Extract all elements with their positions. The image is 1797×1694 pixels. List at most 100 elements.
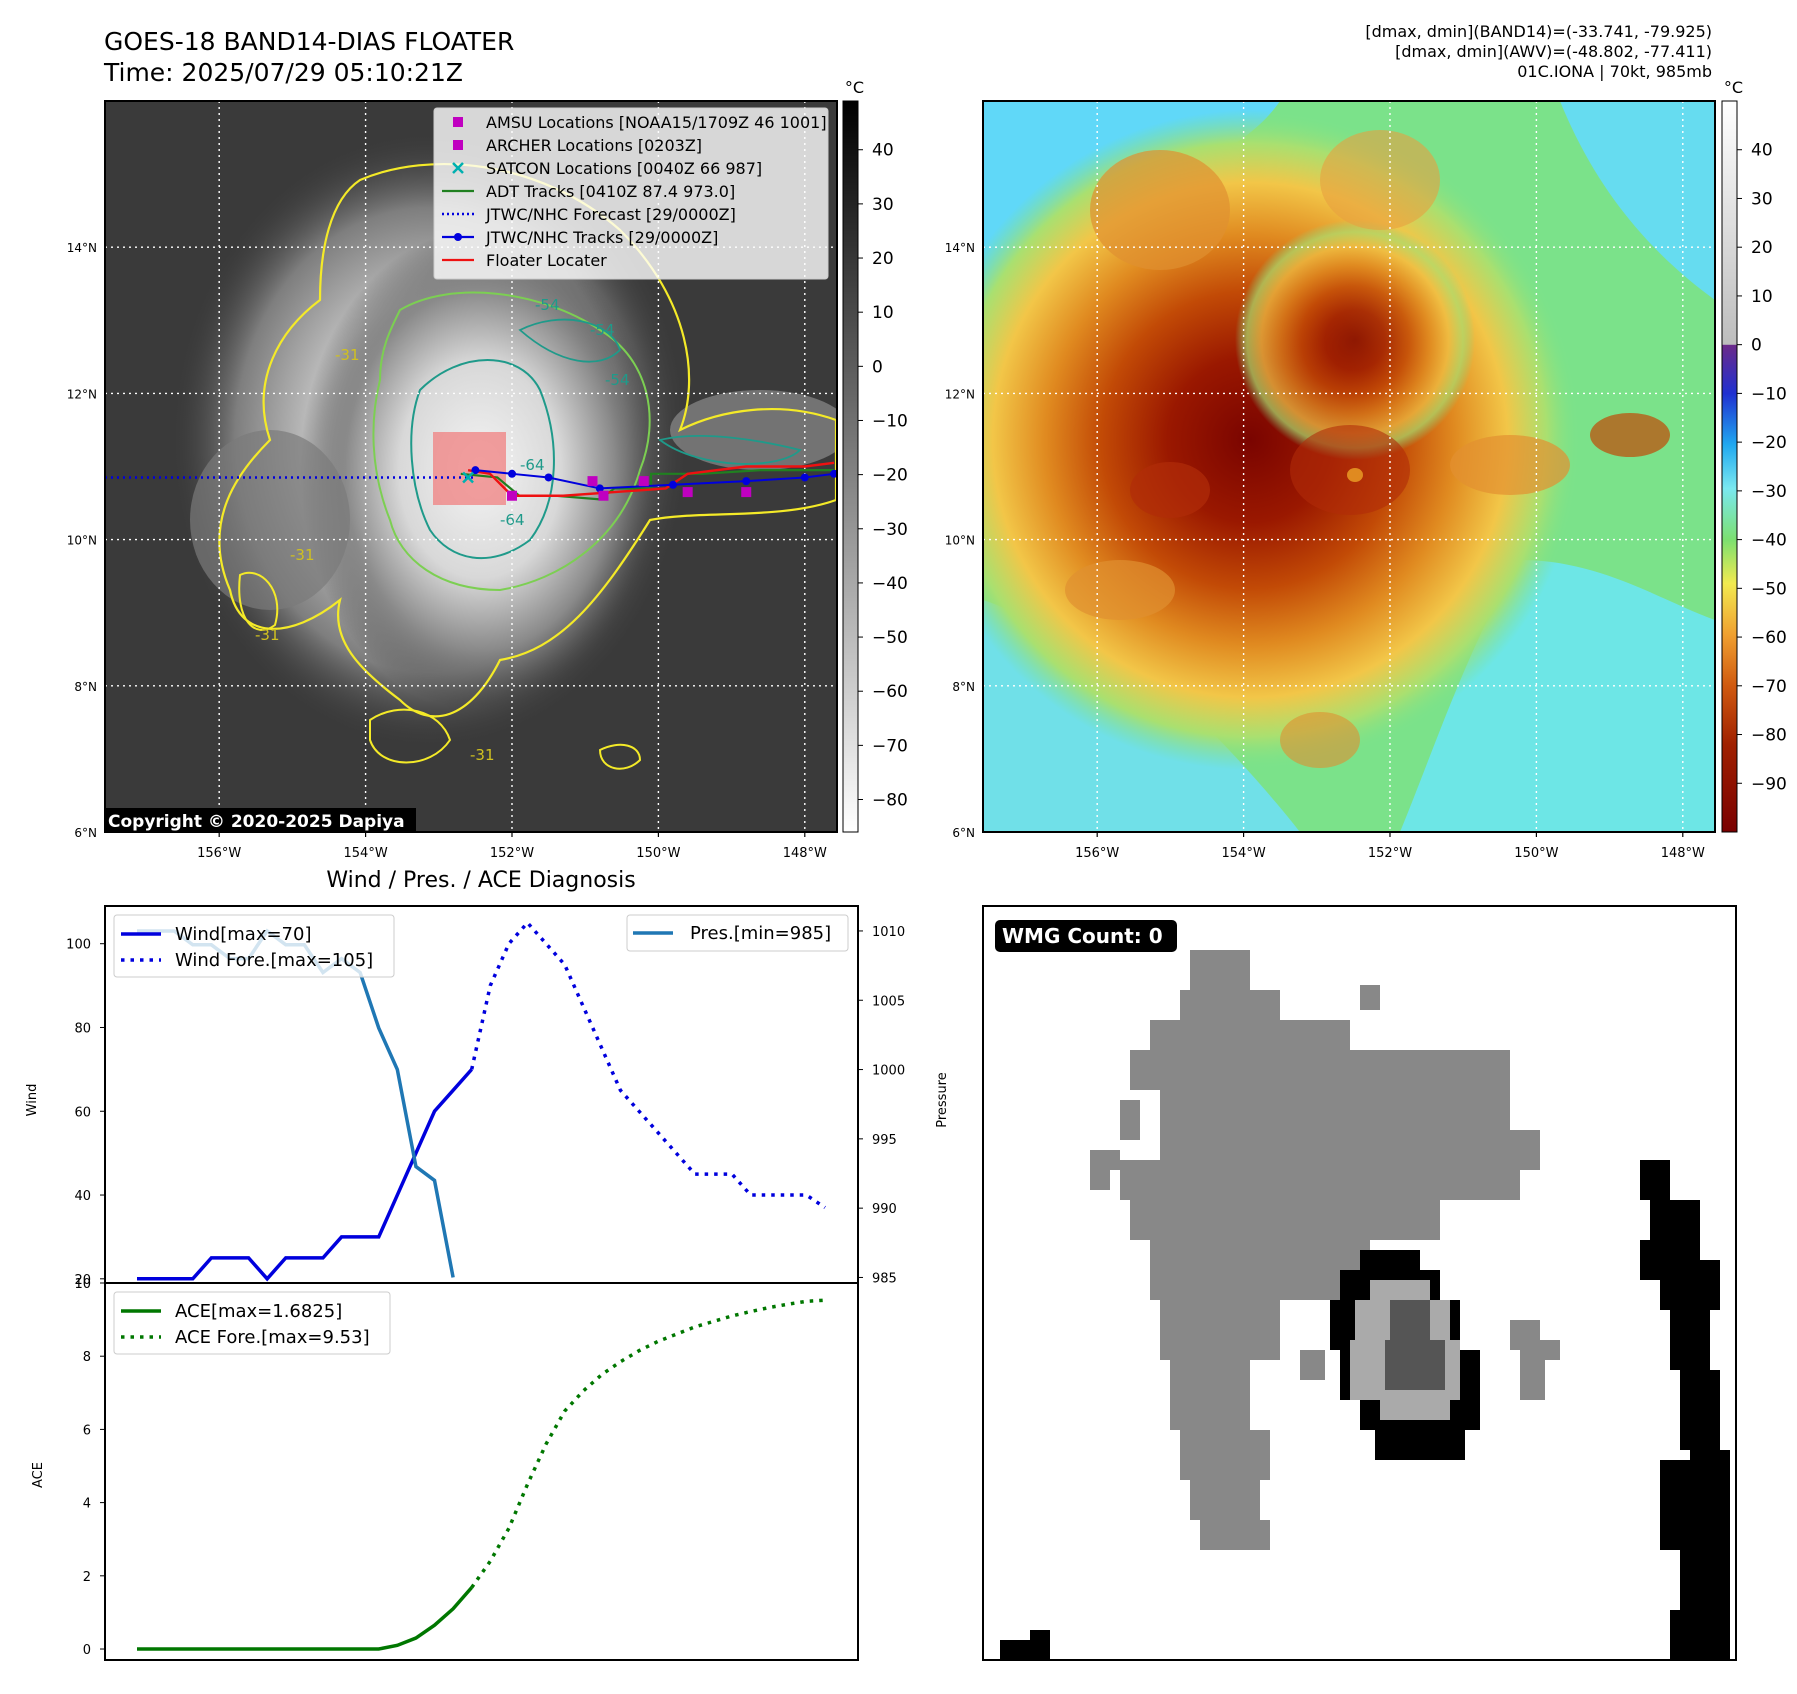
pressure-axis-label: Pressure [935,1072,950,1128]
wmg-cell-gray [1400,1090,1480,1130]
amsu-marker [506,490,517,501]
colorbar-tick-label: −20 [1751,433,1787,453]
wmg-cell-gray [1180,1430,1270,1480]
wind-legend-label: Wind Fore.[max=105] [175,950,373,971]
wmg-cell-gray [1190,950,1250,990]
pres-y-tick-label: 985 [872,1271,897,1286]
amsu-marker [682,487,693,498]
pres-y-tick-label: 990 [872,1202,897,1217]
dias-gridlines [983,101,1715,832]
wmg-mask-cells [1000,950,1730,1660]
wmg-cell-black [1640,1160,1670,1200]
colorbar-tick-label: 30 [872,195,894,215]
wmg-cell-dark [1410,1360,1445,1390]
colorbar-strip [842,100,859,833]
figure-title: GOES-18 BAND14-DIAS FLOATER [104,27,515,56]
jtwc-track-point [742,477,751,486]
contour-minus31 [218,162,837,718]
floater-track-line [467,461,835,497]
wmg-cell-gray [1120,1160,1520,1200]
ir-colorbar: °C 40 30 20 10 0 −10 −20 −30 −40 −50 −60 −70 −80 [842,78,908,833]
ir-map-frame [104,100,838,833]
wmg-cell-gray [1170,1360,1250,1430]
ace-y-tick-label: 0 [83,1643,91,1658]
lon-tick-label: 152°W [1368,846,1412,861]
colorbar-tick-label: −60 [1751,628,1787,648]
copyright-box [104,808,416,832]
legend-label: SATCON Locations [0040Z 66 987] [486,159,762,178]
lat-tick-label: 6°N [952,826,975,840]
legend-marker-x [452,162,464,174]
legend-label: Floater Locater [486,251,607,270]
colorbar-tick-label: 0 [1751,336,1762,356]
wmg-count-label: WMG Count: 0 [1002,924,1163,948]
wmg-cell-black [1660,1460,1690,1550]
lon-tick-label: 148°W [1661,846,1705,861]
legend-label: ADT Tracks [0410Z 87.4 973.0] [486,182,735,201]
wmg-cell-black [1680,1370,1720,1450]
colorbar-tick-label: 20 [872,249,894,269]
wmg-cell-gray [1500,1130,1540,1170]
wmg-cell-gray [1320,1200,1380,1230]
pres-y-tick-label: 995 [872,1133,897,1148]
wmg-cell-gray [1090,1150,1120,1170]
colorbar-tick-label: 20 [1751,238,1773,258]
wmg-cell-gray [1200,1520,1270,1550]
dias-axis-ticks: 156°W 154°W 152°W 150°W 148°W 14°N 12°N 10°N 8°N… [945,241,1705,861]
colorbar-tick-label: −40 [872,574,908,594]
colorbar-tick-label: −80 [872,791,908,811]
ir-cloud-field: -31 -31 -31 -31 -54 -54 -54 -64 -64 [170,130,837,770]
copyright-text: Copyright © 2020-2025 Dapiya [108,812,405,832]
contour-label: -31 [335,346,360,364]
contour-labels: -31 -31 -31 -31 -54 -54 -54 -64 -64 [255,296,630,764]
wmg-panel: WMG Count: 0 [982,905,1737,1661]
lat-tick-label: 14°N [945,241,975,255]
colorbar-tick-label: −50 [1751,579,1787,599]
ace-y-tick-label: 10 [74,1277,91,1292]
wmg-cell-black [1670,1610,1730,1660]
ace-y-tick-label: 4 [83,1497,91,1512]
contour-minus64 [410,359,555,560]
contour-label: -64 [520,456,545,474]
colorbar-tick-label: 0 [872,357,883,377]
lon-tick-label: 152°W [490,846,534,861]
wmg-cell-gray [1520,1360,1545,1400]
wmg-cell-black [1000,1640,1030,1660]
wmg-cell-light [1380,1400,1450,1420]
wmg-cell-gray [1360,985,1380,1010]
legend-marker-dot [454,233,462,241]
legend-box [433,107,829,280]
colorbar-tick-label: −20 [872,466,908,486]
colorbar-tick-label: 10 [1751,287,1773,307]
wind-legend-box [113,914,395,978]
colorbar-tick-label: −30 [872,520,908,540]
pres-legend-box [626,914,849,952]
jtwc-track-point [471,466,480,475]
wmg-cell-gray [1190,1480,1260,1520]
contour-label: -31 [470,746,495,764]
ace-legend-label: ACE[max=1.6825] [175,1301,342,1322]
legend-marker-square [453,140,463,150]
contour-label: -54 [535,296,560,314]
ace-y-tick-label: 2 [83,1570,91,1585]
wind-y-tick-label: 40 [74,1189,91,1204]
colorbar-tick-label: −50 [872,628,908,648]
colorbar-unit: °C [1724,78,1743,97]
colorbar-tick-label: −70 [872,736,908,756]
ir-axis-ticks: 156°W 154°W 152°W 150°W 148°W 14°N 12°N 10°N 8°N… [67,241,827,861]
wmg-cell-black [1640,1240,1680,1280]
colorbar-tick-label: −10 [872,411,908,431]
lon-tick-label: 154°W [344,846,388,861]
wind-pressure-plot: 20 40 60 80 100 985 990 995 1000 1005 1010 Wind Pres… [25,914,950,1288]
wmg-cell-black [1340,1335,1350,1350]
pres-legend-label: Pres.[min=985] [690,923,831,944]
lon-tick-label: 148°W [783,846,827,861]
colorbar-tick-label: 40 [872,141,894,161]
wmg-cell-gray [1380,1120,1410,1160]
contour-label: -54 [590,321,615,339]
legend-label: JTWC/NHC Forecast [29/0000Z] [485,205,736,224]
legend-label: AMSU Locations [NOAA15/1709Z 46 1001] [486,113,827,132]
dias-map-panel: 156°W 154°W 152°W 150°W 148°W 14°N 12°N 10°N 8°N… [945,78,1787,861]
wmg-cell-gray [1160,1300,1280,1360]
wind-legend-label: Wind[max=70] [175,924,312,945]
